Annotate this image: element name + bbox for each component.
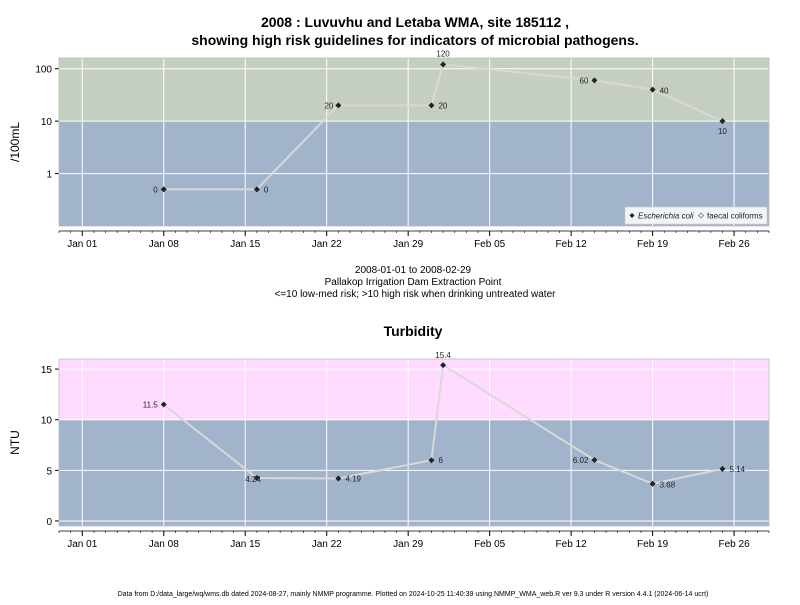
chart2-point-label-7: 5.14	[729, 465, 745, 474]
turbidity-chart: 0 5 10 15 Jan 01 Jan 08 Jan 15 Jan 22 Jan 29 Feb …	[8, 351, 770, 550]
chart2-xtick-label-1: Jan 08	[149, 539, 179, 550]
chart2-ytick-label-0: 0	[46, 517, 52, 528]
chart2-ylabel: NTU	[8, 430, 22, 455]
chart1-point-label-1: 0	[264, 185, 269, 194]
chart1-legend-marker-1	[698, 212, 704, 219]
chart1-ytick-label-2: 100	[35, 65, 52, 76]
chart1-series-line	[163, 63, 723, 191]
chart1-point-0	[160, 186, 167, 193]
chart1-point-1	[253, 186, 260, 193]
chart2-point-label-1: 4.24	[245, 475, 261, 484]
chart2-point-label-5: 6.02	[573, 456, 589, 465]
chart1-xtick-label-5: Feb 05	[474, 239, 506, 250]
chart2-zone-1	[59, 359, 769, 420]
chart1-xtick-label-7: Feb 19	[637, 239, 669, 250]
chart2-xtick-label-7: Feb 19	[637, 539, 669, 550]
chart2-point-0	[160, 401, 167, 408]
chart1-point-2	[335, 102, 342, 109]
chart2-point-label-6: 3.68	[660, 481, 676, 490]
chart2-point-5	[591, 457, 598, 464]
chart2-point-label-2: 4.19	[345, 475, 361, 484]
chart1-point-label-4: 120	[436, 50, 450, 59]
chart2-point-1	[253, 475, 260, 482]
chart2-point-label-4: 15.4	[435, 351, 451, 360]
chart2-xtick-label-6: Feb 12	[556, 539, 588, 550]
chart1-subtitle-line3: <=10 low-med risk; >10 high risk when dr…	[275, 289, 557, 300]
chart2-point-7	[719, 465, 726, 472]
chart1-xtick-label-8: Feb 26	[719, 239, 751, 250]
chart1-ylabel: /100mL	[8, 122, 22, 162]
chart1-point-6	[649, 86, 656, 93]
chart1-title-line2: showing high risk guidelines for indicat…	[191, 32, 638, 48]
chart2-xtick-label-3: Jan 22	[312, 539, 342, 550]
chart2-xtick-label-8: Feb 26	[719, 539, 751, 550]
footer-text: Data from D:/data_large/wq/wms.db dated …	[118, 591, 709, 598]
chart2-point-label-0: 11.5	[143, 401, 159, 410]
chart2-point-3	[428, 457, 435, 464]
chart1-point-label-2: 20	[324, 101, 333, 110]
chart2-ytick-label-1: 5	[46, 466, 52, 477]
chart2-point-4	[440, 362, 447, 369]
chart2-xtick-label-4: Jan 29	[393, 539, 423, 550]
chart1-point-4	[440, 61, 447, 68]
chart1-xtick-label-1: Jan 08	[149, 239, 179, 250]
chart2-frame	[58, 358, 770, 527]
chart1-ytick-label-0: 1	[46, 170, 52, 181]
chart1-point-label-5: 60	[580, 76, 589, 85]
chart1-xtick-label-6: Feb 12	[556, 239, 588, 250]
chart1-xtick-label-0: Jan 01	[67, 239, 97, 250]
chart2-xtick-label-2: Jan 15	[230, 539, 260, 550]
chart1-point-label-3: 20	[438, 101, 447, 110]
chart1-xtick-label-2: Jan 15	[230, 239, 260, 250]
chart1-point-7	[719, 118, 726, 125]
chart1-point-5	[591, 77, 598, 84]
chart1-point-3	[428, 102, 435, 109]
chart1-legend-box	[624, 206, 768, 225]
chart1-legend-marker-0	[629, 213, 635, 218]
chart2-point-2	[335, 475, 342, 482]
chart1-xtick-label-4: Jan 29	[393, 239, 423, 250]
chart1-ytick-label-1: 10	[41, 117, 53, 128]
chart1-subtitle-line1: 2008-01-01 to 2008-02-29	[355, 265, 472, 276]
chart1-point-label-0: 0	[153, 185, 158, 194]
chart1-legend-label-1: faecal coliforms	[707, 212, 763, 221]
chart2-point-6	[649, 480, 656, 487]
chart2-point-label-3: 6	[438, 456, 443, 465]
chart1-title-line1: 2008 : Luvuvhu and Letaba WMA, site 1851…	[261, 14, 569, 30]
chart2-xtick-label-0: Jan 01	[67, 539, 97, 550]
chart1-subtitle-line2: Pallakop Irrigation Dam Extraction Point	[325, 277, 502, 288]
chart2-series-line	[163, 363, 723, 485]
chart2-ytick-label-3: 15	[41, 365, 53, 376]
chart2-zone-0	[59, 419, 769, 526]
chart2-xtick-label-5: Feb 05	[474, 539, 506, 550]
chart1-point-label-6: 40	[660, 87, 669, 96]
chart1-legend-label-0: Escherichia coli	[638, 212, 694, 221]
chart1-point-label-7: 10	[718, 127, 727, 136]
chart2-title: Turbidity	[384, 323, 443, 339]
chart2-ytick-label-2: 10	[41, 416, 53, 427]
chart1-xtick-label-3: Jan 22	[312, 239, 342, 250]
chart1-frame	[58, 57, 770, 227]
